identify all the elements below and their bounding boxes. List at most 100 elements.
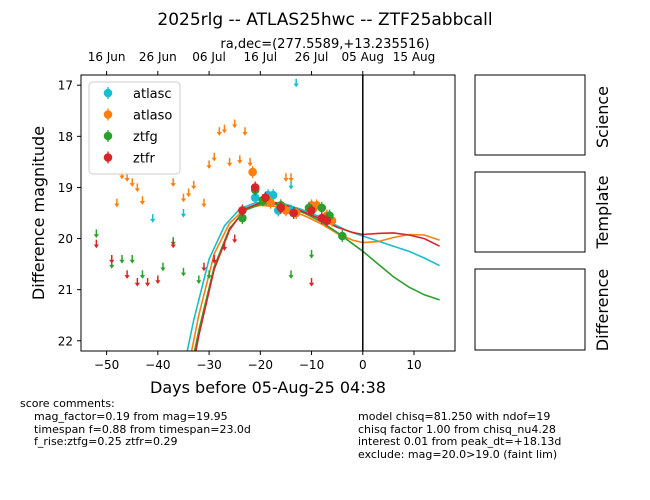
legend-item-atlasc: atlasc xyxy=(103,87,172,102)
data-point-ztfr xyxy=(250,181,260,194)
data-point-ztfr xyxy=(307,204,316,217)
score-comment-line: mag_factor=0.19 from mag=19.95 xyxy=(34,410,228,423)
y-tick-label: 18 xyxy=(58,130,73,144)
upper-limit-marker-atlaso xyxy=(180,193,187,203)
data-point-ztfg xyxy=(317,201,327,214)
upper-limit-marker-ztfr xyxy=(221,242,228,251)
data-point-atlaso xyxy=(248,166,257,179)
upper-limit-marker-atlaso xyxy=(216,127,222,136)
data-point-dot xyxy=(248,167,257,177)
top-tick-label: 15 Aug xyxy=(393,50,436,64)
upper-limit-arrow xyxy=(119,175,125,180)
legend-item-ztfr: ztfr xyxy=(103,151,155,167)
upper-limit-marker-atlaso xyxy=(170,178,176,187)
upper-limit-marker-atlasc xyxy=(293,78,299,88)
legend-marker xyxy=(103,153,113,162)
upper-limit-marker-atlasc xyxy=(150,214,156,223)
upper-limit-arrow xyxy=(180,198,187,203)
x-axis-ticks: −50 −40 −30 −20 −10 0 10 xyxy=(94,351,422,372)
legend-label: atlaso xyxy=(133,109,172,124)
upper-limit-marker-atlaso xyxy=(237,155,243,164)
x-axis-label: Days before 05-Aug-25 04:38 xyxy=(150,378,386,397)
upper-limit-marker-ztfg xyxy=(206,270,212,279)
top-date-axis-ticks: 16 Jun 26 Jun 06 Jul 16 Jul 26 Jul 05 Aug 15 A… xyxy=(88,50,436,75)
data-point-dot xyxy=(250,183,260,192)
top-tick-label: 05 Aug xyxy=(342,50,385,64)
upper-limit-marker-atlaso xyxy=(191,180,197,190)
upper-limit-marker-atlaso xyxy=(134,183,140,193)
difference-panel xyxy=(474,268,586,351)
data-point-ztfr xyxy=(289,207,298,219)
upper-limit-arrow xyxy=(221,129,228,134)
upper-limit-arrow xyxy=(139,201,146,205)
top-tick-label: 16 Jun xyxy=(88,50,126,64)
upper-limit-marker-atlaso xyxy=(247,157,253,167)
legend-item-atlaso: atlaso xyxy=(103,108,172,124)
upper-limit-marker-ztfg xyxy=(196,275,202,285)
x-tick-label: 0 xyxy=(359,358,367,372)
upper-limit-arrow xyxy=(232,124,238,129)
x-tick-label: 10 xyxy=(406,358,421,372)
upper-limit-marker-atlaso xyxy=(283,173,289,182)
upper-limit-arrow xyxy=(129,259,135,264)
upper-limit-marker-ztfg xyxy=(139,270,146,279)
y-axis-ticks: 17 18 19 20 21 22 xyxy=(58,79,81,348)
upper-limit-marker-atlaso xyxy=(211,152,217,162)
upper-limit-arrow xyxy=(93,234,99,239)
top-tick-label: 06 Jul xyxy=(192,50,226,64)
upper-limit-arrow xyxy=(211,259,217,264)
upper-limit-marker-ztfr xyxy=(201,262,207,272)
upper-limit-arrow xyxy=(237,160,243,164)
legend-marker xyxy=(103,88,113,98)
upper-limit-arrow xyxy=(124,275,130,279)
data-point-ztfr xyxy=(276,201,286,214)
x-tick-label: −40 xyxy=(145,358,170,372)
upper-limit-marker-ztfg xyxy=(180,267,187,277)
upper-limit-marker-ztfg xyxy=(129,255,135,264)
science-panel-label: Science xyxy=(593,86,612,148)
upper-limit-arrow xyxy=(114,203,120,208)
data-point-dot xyxy=(261,193,270,202)
chart-subtitle: ra,dec=(277.5589,+13.235516) xyxy=(220,37,429,52)
x-tick-label: −20 xyxy=(248,358,273,372)
upper-limit-arrow xyxy=(288,275,294,279)
upper-limit-marker-ztfr xyxy=(145,278,151,287)
legend-box xyxy=(88,81,181,175)
upper-limit-arrow xyxy=(288,178,294,182)
upper-limit-arrow xyxy=(180,213,187,218)
template-panel xyxy=(474,171,586,253)
data-point-dot xyxy=(322,216,332,225)
data-point-dot xyxy=(337,231,347,241)
data-point-ztfr xyxy=(322,214,332,227)
upper-limit-arrow xyxy=(134,188,140,193)
upper-limit-arrow xyxy=(201,267,207,272)
x-tick-label: −50 xyxy=(94,358,119,372)
upper-limit-arrow xyxy=(293,83,299,88)
upper-limit-marker-atlaso xyxy=(232,119,238,129)
y-tick-label: 17 xyxy=(58,79,73,93)
legend-label: atlasc xyxy=(133,87,172,102)
legend-marker xyxy=(103,131,113,141)
upper-limit-marker-atlaso xyxy=(242,127,248,136)
upper-limit-marker-atlaso xyxy=(139,196,146,205)
model-comment-line: model chisq=81.250 with ndof=19 xyxy=(358,410,551,423)
legend-item-ztfg: ztfg xyxy=(103,130,158,145)
upper-limit-arrow xyxy=(160,267,166,272)
upper-limit-arrow xyxy=(206,275,212,279)
score-comments-heading: score comments: xyxy=(20,397,115,410)
data-point-ztfr xyxy=(238,204,247,217)
difference-panel-label: Difference xyxy=(593,269,612,351)
upper-limit-arrow xyxy=(109,259,115,264)
upper-limit-marker-atlaso xyxy=(129,178,135,187)
data-point-dot xyxy=(250,193,260,202)
upper-limit-arrow xyxy=(150,218,156,223)
data-point-dot xyxy=(238,213,247,223)
plot-area xyxy=(80,74,456,352)
y-tick-label: 19 xyxy=(58,181,73,195)
data-point-dot xyxy=(317,203,327,213)
legend-label: ztfr xyxy=(133,152,155,167)
upper-limit-marker-ztfr xyxy=(155,275,161,285)
upper-limit-arrow xyxy=(145,282,151,287)
upper-limit-arrow xyxy=(308,254,315,259)
